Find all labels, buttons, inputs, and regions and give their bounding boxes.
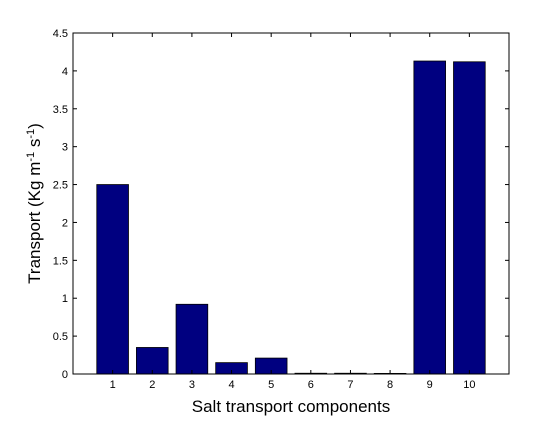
y-axis-label-mid: s — [25, 139, 44, 152]
bars-layer — [96, 60, 486, 375]
bar-1 — [96, 184, 129, 375]
plot-area-frame — [72, 32, 510, 375]
y-axis-label-exp2: -1 — [25, 129, 37, 139]
x-tick-label: 8 — [387, 379, 393, 391]
y-tick-label: 0 — [62, 369, 68, 381]
x-tick-label: 2 — [149, 379, 155, 391]
y-tick-label: 1 — [62, 293, 68, 305]
y-tick-label: 4 — [62, 66, 68, 78]
x-tick-label: 10 — [463, 379, 475, 391]
x-tick-label: 5 — [268, 379, 274, 391]
y-axis-label-exp1: -1 — [25, 152, 37, 162]
x-tick-label: 3 — [189, 379, 195, 391]
x-tick-label: 6 — [308, 379, 314, 391]
y-tick-label: 4.5 — [53, 28, 68, 40]
y-tick-label: 2 — [62, 217, 68, 229]
x-tick-label: 1 — [110, 379, 116, 391]
bar-3 — [175, 303, 209, 375]
x-tick-label: 4 — [228, 379, 234, 391]
y-tick-label: 3 — [62, 142, 68, 154]
y-axis-label-end: ) — [25, 123, 44, 129]
x-tick-label: 9 — [427, 379, 433, 391]
ticks-layer: 1 2 3 4 5 6 7 8 9 10 0 0.5 1 1.5 2 2.5 3 3.5 4 4.5 — [53, 28, 509, 391]
bar-2 — [136, 347, 169, 375]
y-tick-label: 1.5 — [53, 255, 68, 267]
x-axis-label: Salt transport components — [192, 397, 390, 416]
bar-9 — [413, 60, 446, 375]
y-axis-label: Transport (Kg m-1 s-1) — [25, 123, 44, 284]
y-tick-label: 3.5 — [53, 104, 68, 116]
y-axis-label-main: Transport (Kg m — [25, 162, 44, 284]
y-tick-label: 0.5 — [53, 331, 68, 343]
y-tick-label: 2.5 — [53, 180, 68, 192]
bar-10 — [453, 61, 486, 375]
x-tick-label: 7 — [347, 379, 353, 391]
